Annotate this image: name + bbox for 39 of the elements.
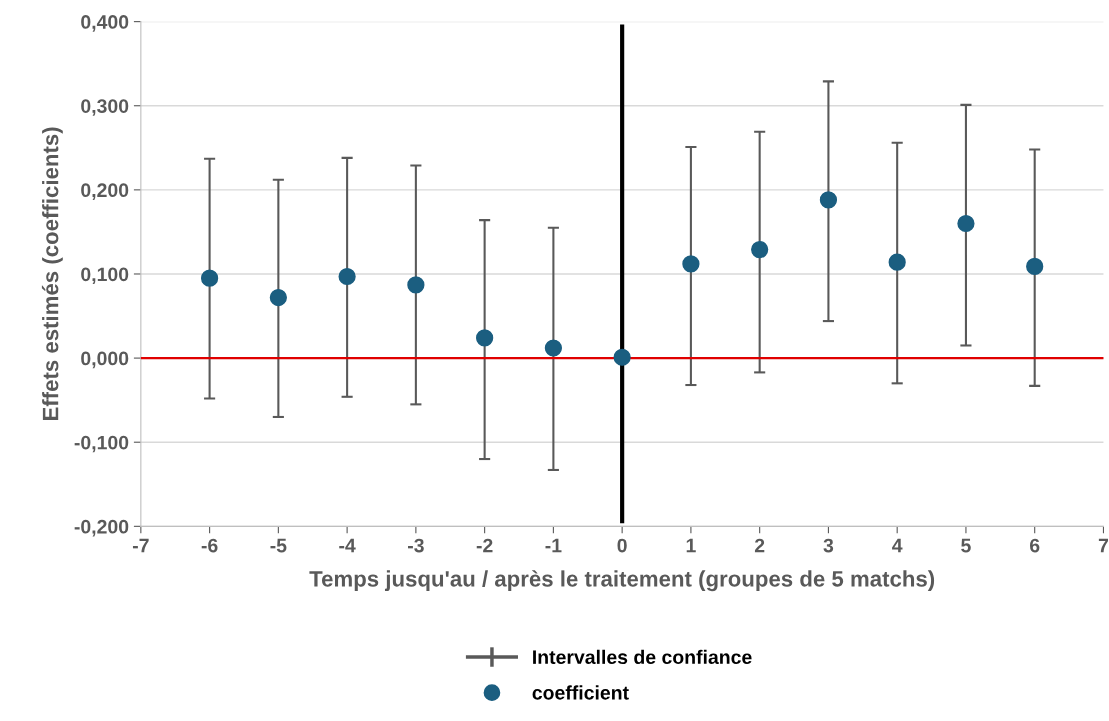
x-tick-label: -1: [545, 538, 562, 553]
y-tick-label: -0,100: [74, 435, 129, 453]
point: [1026, 257, 1044, 276]
x-tick-label: -2: [476, 538, 493, 553]
x-tick-label: 3: [823, 538, 834, 553]
x-tick-label: -7: [132, 538, 149, 553]
point: [476, 329, 494, 347]
x-tick-label: 2: [754, 538, 765, 553]
x-tick-label: 0: [617, 538, 627, 553]
y-tick-label: 0,000: [81, 351, 129, 369]
point: [751, 240, 769, 259]
y-tick-label: -0,200: [74, 519, 129, 537]
x-axis-title: Temps jusqu'au / après le traitement (groupes de 5 matchs): [309, 570, 935, 592]
x-tick-label: 7: [1098, 538, 1109, 553]
point: [957, 214, 975, 233]
x-tick-label: 6: [1030, 538, 1040, 553]
legend-label: coefficient: [532, 685, 629, 700]
point: [269, 288, 287, 307]
x-tick-label: -4: [339, 538, 356, 553]
point: [819, 191, 838, 209]
x-tick-label: 1: [686, 538, 696, 553]
x-tick-label: 4: [892, 538, 903, 553]
x-tick-label: -6: [201, 538, 218, 553]
text: Intervalles de confiance: [533, 649, 752, 665]
y-tick-label: 0,200: [81, 183, 129, 200]
point: [613, 348, 631, 366]
x-tick-label: 5: [961, 538, 971, 553]
point: [888, 253, 906, 271]
x-tick-label: -3: [407, 538, 424, 553]
point: [682, 255, 700, 273]
y-tick-label: 0,400: [81, 15, 129, 32]
point: [200, 269, 219, 287]
y-tick-label: 0,300: [81, 99, 129, 116]
y-tick-label: 0,100: [81, 267, 129, 285]
y-axis-title: Effets estimés (coefficients): [41, 127, 63, 421]
point: [544, 339, 563, 357]
x-tick-label: -5: [270, 538, 287, 553]
point: [338, 267, 356, 286]
point: [407, 276, 425, 294]
